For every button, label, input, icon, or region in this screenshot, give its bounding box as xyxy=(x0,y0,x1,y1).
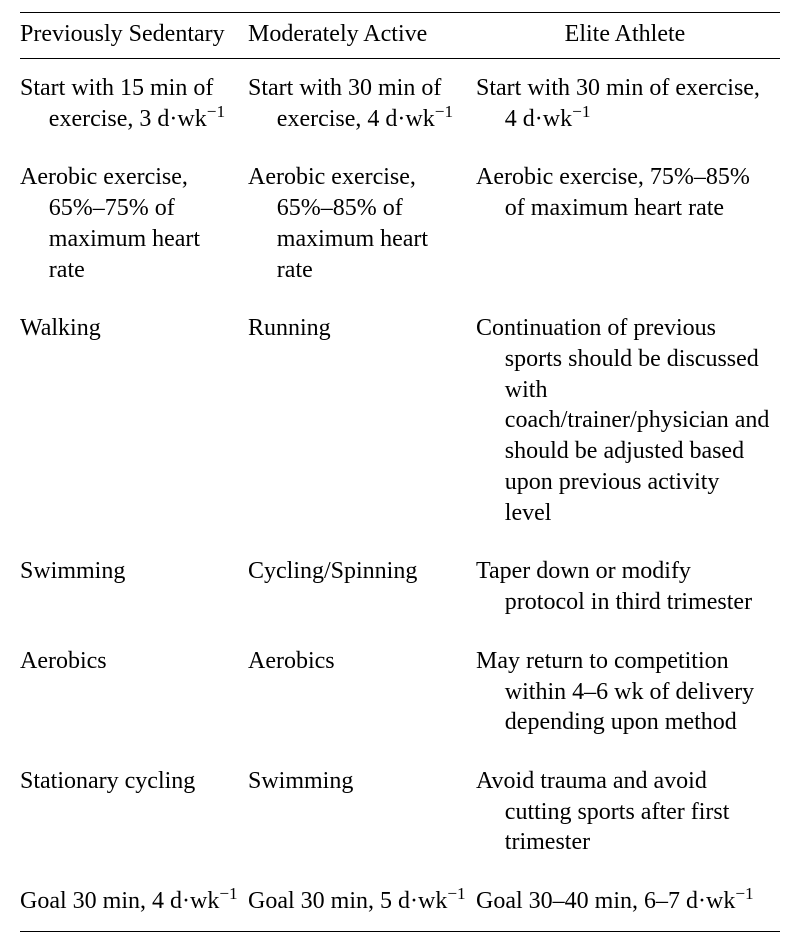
cell-text: Start with 30 min of exercise, 4 d·wk−1 xyxy=(248,73,466,134)
cell-text: Aerobic exercise, 65%–85% of maximum hea… xyxy=(248,162,466,285)
table-row: Walking Running Continuation of previous s… xyxy=(20,299,780,542)
table-cell: Taper down or modify protocol in third t… xyxy=(476,542,780,631)
cell-text: Aerobics xyxy=(20,646,238,677)
table-cell: Start with 30 min of exercise, 4 d·wk−1 xyxy=(476,59,780,149)
table-cell: Start with 30 min of exercise, 4 d·wk−1 xyxy=(248,59,476,149)
cell-text: Cycling/Spinning xyxy=(248,556,466,587)
cell-text: Aerobic exercise, 75%–85% of maximum hea… xyxy=(476,162,770,223)
header-label: Elite Athlete xyxy=(565,21,686,47)
exercise-table: Previously Sedentary Moderately Active E… xyxy=(20,12,780,932)
cell-text: Goal 30 min, 5 d·wk−1 xyxy=(248,886,466,917)
table-cell: Walking xyxy=(20,299,248,542)
table-cell: Aerobic exercise, 65%–75% of maximum hea… xyxy=(20,148,248,299)
table-cell: Aerobic exercise, 75%–85% of maximum hea… xyxy=(476,148,780,299)
table-cell: Goal 30–40 min, 6–7 d·wk−1 xyxy=(476,872,780,931)
table-cell: Aerobics xyxy=(248,632,476,752)
page: Previously Sedentary Moderately Active E… xyxy=(0,0,800,764)
cell-text: Aerobic exercise, 65%–75% of maximum hea… xyxy=(20,162,238,285)
table-cell: Aerobics xyxy=(20,632,248,752)
header-col-3: Elite Athlete xyxy=(476,13,780,59)
table-row: Aerobic exercise, 65%–75% of maximum hea… xyxy=(20,148,780,299)
header-label: Moderately Active xyxy=(248,21,427,47)
cell-text: Swimming xyxy=(248,766,466,797)
table-cell: Swimming xyxy=(20,542,248,631)
header-col-2: Moderately Active xyxy=(248,13,476,59)
table-header-row: Previously Sedentary Moderately Active E… xyxy=(20,13,780,59)
cell-text: Running xyxy=(248,313,466,344)
table-cell: Start with 15 min of exercise, 3 d·wk−1 xyxy=(20,59,248,149)
cell-text: Stationary cycling xyxy=(20,766,238,797)
header-label: Previously Sedentary xyxy=(20,21,225,47)
cell-text: Avoid trauma and avoid cutting sports af… xyxy=(476,766,770,858)
cell-text: Swimming xyxy=(20,556,238,587)
cell-text: Goal 30–40 min, 6–7 d·wk−1 xyxy=(476,886,770,917)
table-cell: Swimming xyxy=(248,752,476,872)
cell-text: Start with 15 min of exercise, 3 d·wk−1 xyxy=(20,73,238,134)
table-cell: May return to competition within 4–6 wk … xyxy=(476,632,780,752)
table-row: Goal 30 min, 4 d·wk−1 Goal 30 min, 5 d·wk… xyxy=(20,872,780,931)
header-col-1: Previously Sedentary xyxy=(20,13,248,59)
cell-text: Aerobics xyxy=(248,646,466,677)
cell-text: Goal 30 min, 4 d·wk−1 xyxy=(20,886,238,917)
table-cell: Goal 30 min, 4 d·wk−1 xyxy=(20,872,248,931)
table-cell: Aerobic exercise, 65%–85% of maximum hea… xyxy=(248,148,476,299)
cell-text: Continuation of previous sports should b… xyxy=(476,313,770,528)
table-cell: Avoid trauma and avoid cutting sports af… xyxy=(476,752,780,872)
table-row: Aerobics Aerobics May return to competitio… xyxy=(20,632,780,752)
cell-text: May return to competition within 4–6 wk … xyxy=(476,646,770,738)
table-cell: Continuation of previous sports should b… xyxy=(476,299,780,542)
table-cell: Cycling/Spinning xyxy=(248,542,476,631)
table-cell: Stationary cycling xyxy=(20,752,248,872)
table-row: Swimming Cycling/Spinning Taper down or mo… xyxy=(20,542,780,631)
cell-text: Walking xyxy=(20,313,238,344)
cell-text: Taper down or modify protocol in third t… xyxy=(476,556,770,617)
table-row: Start with 15 min of exercise, 3 d·wk−1S… xyxy=(20,59,780,149)
table-cell: Running xyxy=(248,299,476,542)
table-cell: Goal 30 min, 5 d·wk−1 xyxy=(248,872,476,931)
cell-text: Start with 30 min of exercise, 4 d·wk−1 xyxy=(476,73,770,134)
table-row: Stationary cycling Swimming Avoid trauma a… xyxy=(20,752,780,872)
